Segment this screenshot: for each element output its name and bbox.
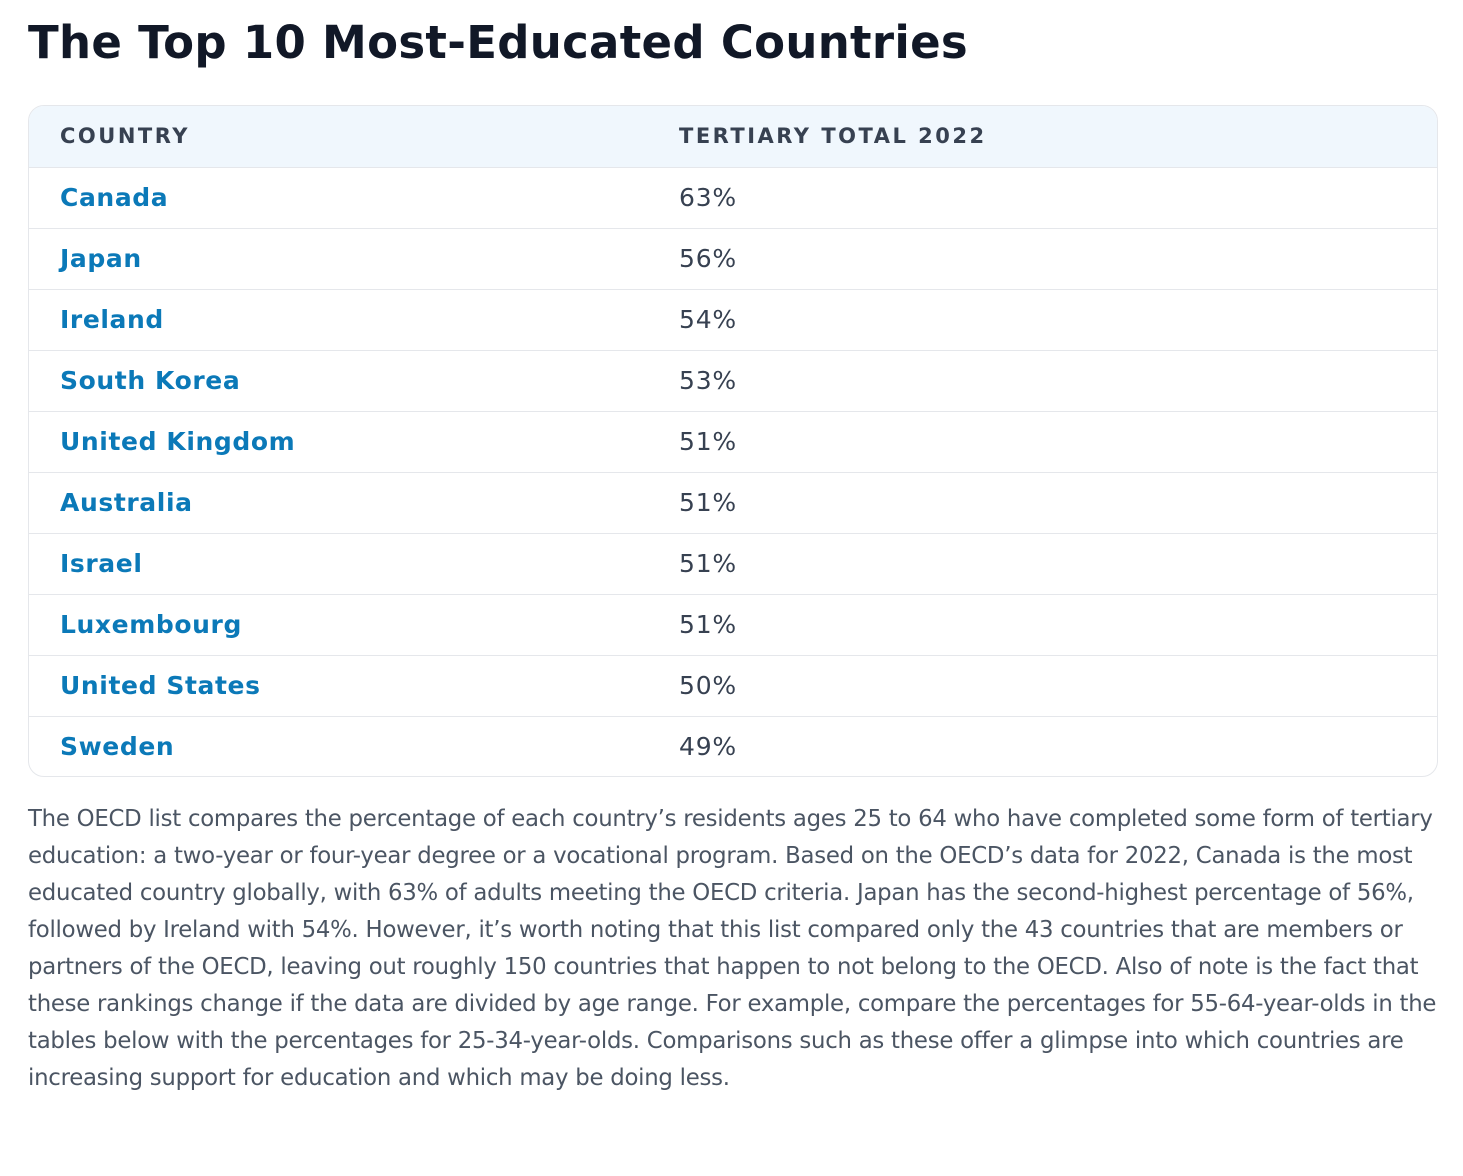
tertiary-value: 56% [648,228,1437,290]
table-header: COUNTRY TERTIARY TOTAL 2022 [29,106,1437,168]
country-link[interactable]: Israel [29,533,648,595]
countries-table-card: COUNTRY TERTIARY TOTAL 2022 Canada 63% J… [28,105,1438,777]
country-link[interactable]: Canada [29,167,648,229]
table-row: Ireland 54% [29,289,1437,351]
table-row: Japan 56% [29,228,1437,290]
table-row: Australia 51% [29,472,1437,534]
country-link[interactable]: Luxembourg [29,594,648,656]
table-row: Luxembourg 51% [29,594,1437,656]
tertiary-value: 53% [648,350,1437,412]
tertiary-value: 51% [648,533,1437,595]
table-header-row: COUNTRY TERTIARY TOTAL 2022 [29,106,1437,168]
tertiary-value: 54% [648,289,1437,351]
country-link[interactable]: Sweden [60,732,175,761]
country-link[interactable]: United States [29,655,648,717]
table-row: South Korea 53% [29,350,1437,412]
tertiary-value: 51% [648,594,1437,656]
country-link[interactable]: South Korea [29,350,648,412]
country-link[interactable]: Australia [29,472,648,534]
page-title: The Top 10 Most-Educated Countries [28,16,968,69]
table-row: Sweden 49% [29,716,1437,776]
country-column-header: COUNTRY [29,106,648,168]
tertiary-value: 51% [648,411,1437,473]
table-row: Canada 63% [29,167,1437,229]
tertiary-value: 49% [679,732,737,761]
tertiary-value: 63% [648,167,1437,229]
table-row: United Kingdom 51% [29,411,1437,473]
description-paragraph: The OECD list compares the percentage of… [28,806,1437,1091]
tertiary-value: 51% [648,472,1437,534]
tertiary-value: 50% [648,655,1437,717]
table-body: Canada 63% Japan 56% Ireland 54% South K… [29,167,1437,776]
country-link[interactable]: United Kingdom [29,411,648,473]
tertiary-total-column-header: TERTIARY TOTAL 2022 [648,106,1437,168]
table-row: United States 50% [29,655,1437,717]
table-row: Israel 51% [29,533,1437,595]
country-link[interactable]: Ireland [29,289,648,351]
country-link[interactable]: Japan [29,228,648,290]
countries-table: COUNTRY TERTIARY TOTAL 2022 Canada 63% J… [29,106,1437,776]
